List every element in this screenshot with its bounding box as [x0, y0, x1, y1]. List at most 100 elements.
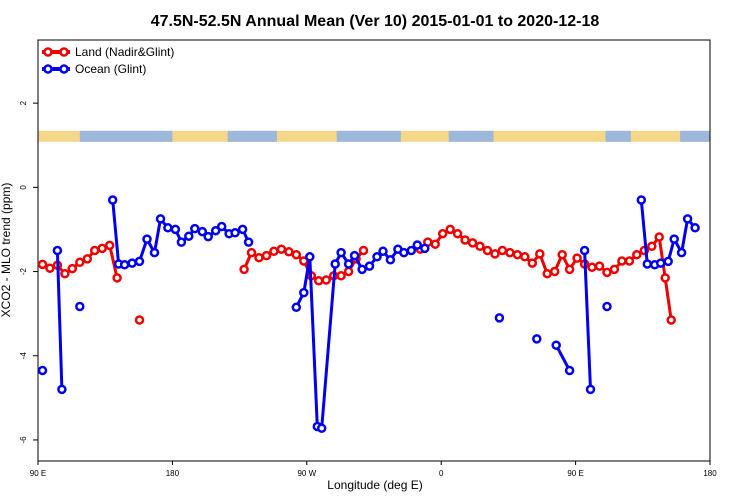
data-point [602, 301, 612, 312]
data-point [512, 249, 523, 260]
data-point [585, 384, 596, 395]
data-point [654, 232, 664, 242]
data-point [239, 264, 249, 275]
data-point [632, 249, 642, 260]
data-point [445, 224, 455, 235]
data-point [636, 195, 647, 205]
data-point [216, 221, 227, 232]
data-point [669, 234, 679, 244]
data-point [243, 237, 254, 247]
data-point [378, 246, 388, 257]
data-point [291, 249, 302, 260]
data-point [284, 247, 294, 257]
data-point [60, 268, 70, 279]
data-point [67, 263, 78, 274]
data-point [197, 226, 208, 237]
data-point [104, 240, 115, 251]
data-point [155, 214, 166, 224]
data-point [412, 240, 423, 250]
plot-frame [37, 39, 711, 462]
data-point [276, 244, 287, 254]
data-point [385, 255, 396, 265]
data-point [210, 225, 221, 236]
data-point [660, 273, 670, 283]
data-point [97, 243, 107, 254]
data-point [37, 365, 48, 376]
x-tick-label: 180 [703, 469, 717, 478]
data-point [690, 223, 700, 233]
legend: Land (Nadir&Glint) Ocean (Glint) [42, 45, 174, 76]
data-point [127, 258, 137, 268]
y-tick-label: -4 [19, 352, 28, 360]
data-point [572, 253, 582, 263]
data-point [420, 243, 430, 254]
data-point [52, 245, 63, 256]
y-axis-label: XCO2 - MLO trend (ppm) [0, 183, 13, 318]
data-point [321, 275, 331, 285]
data-point [594, 261, 605, 271]
data-point [305, 252, 315, 262]
data-point [475, 241, 485, 252]
data-point [149, 247, 160, 258]
data-point [557, 249, 567, 260]
data-point [336, 271, 346, 281]
y-tick-label: -6 [19, 436, 28, 444]
data-point [89, 245, 100, 256]
data-point [527, 258, 538, 268]
series-0 [37, 224, 676, 325]
data-point [494, 313, 505, 323]
chart-title: 47.5N-52.5N Annual Mean (Ver 10) 2015-01… [151, 13, 600, 30]
data-point [45, 263, 55, 273]
y-axis: -6 -4 -2 0 2 [19, 100, 38, 444]
data-point [551, 340, 561, 350]
data-point [647, 241, 657, 252]
data-point [170, 224, 181, 235]
data-point [142, 234, 152, 244]
legend-marker-ocean [43, 64, 53, 74]
data-point [617, 256, 627, 266]
data-point [330, 259, 340, 269]
data-point [237, 224, 248, 235]
data-point [406, 245, 417, 256]
data-point [316, 423, 327, 433]
series-1 [37, 195, 700, 433]
land-ocean-strip [38, 130, 710, 142]
data-point [184, 231, 194, 241]
data-point [358, 245, 369, 256]
data-point [75, 257, 85, 268]
y-tick-label: 2 [19, 100, 28, 105]
data-point [230, 228, 240, 238]
y-tick-label: 0 [19, 185, 28, 190]
x-tick-label: 90 E [567, 469, 583, 478]
strip-ocean-segment [605, 130, 631, 142]
data-point [666, 315, 676, 325]
data-point [203, 231, 213, 242]
strip-ocean-segment [448, 130, 494, 142]
data-point [372, 252, 382, 262]
data-point [682, 214, 693, 224]
data-point [254, 252, 264, 263]
data-point [176, 237, 187, 247]
data-point [505, 247, 515, 258]
data-point [134, 315, 145, 325]
legend-marker-land [43, 47, 53, 57]
data-point [313, 276, 324, 286]
data-point [37, 259, 48, 270]
data-point [655, 258, 666, 268]
data-point [299, 287, 309, 298]
legend-label-ocean: Ocean (Glint) [75, 62, 146, 76]
y-tick-label: -2 [19, 267, 28, 275]
data-point [663, 256, 673, 267]
data-point [542, 268, 552, 279]
data-point [520, 252, 530, 262]
data-point [357, 264, 367, 275]
legend-marker-ocean [59, 64, 69, 74]
data-point [482, 245, 493, 256]
data-point [343, 259, 354, 269]
data-point [57, 384, 67, 395]
data-point [579, 245, 590, 256]
data-point [190, 223, 200, 234]
series-line [41, 227, 673, 321]
data-point [624, 256, 635, 266]
